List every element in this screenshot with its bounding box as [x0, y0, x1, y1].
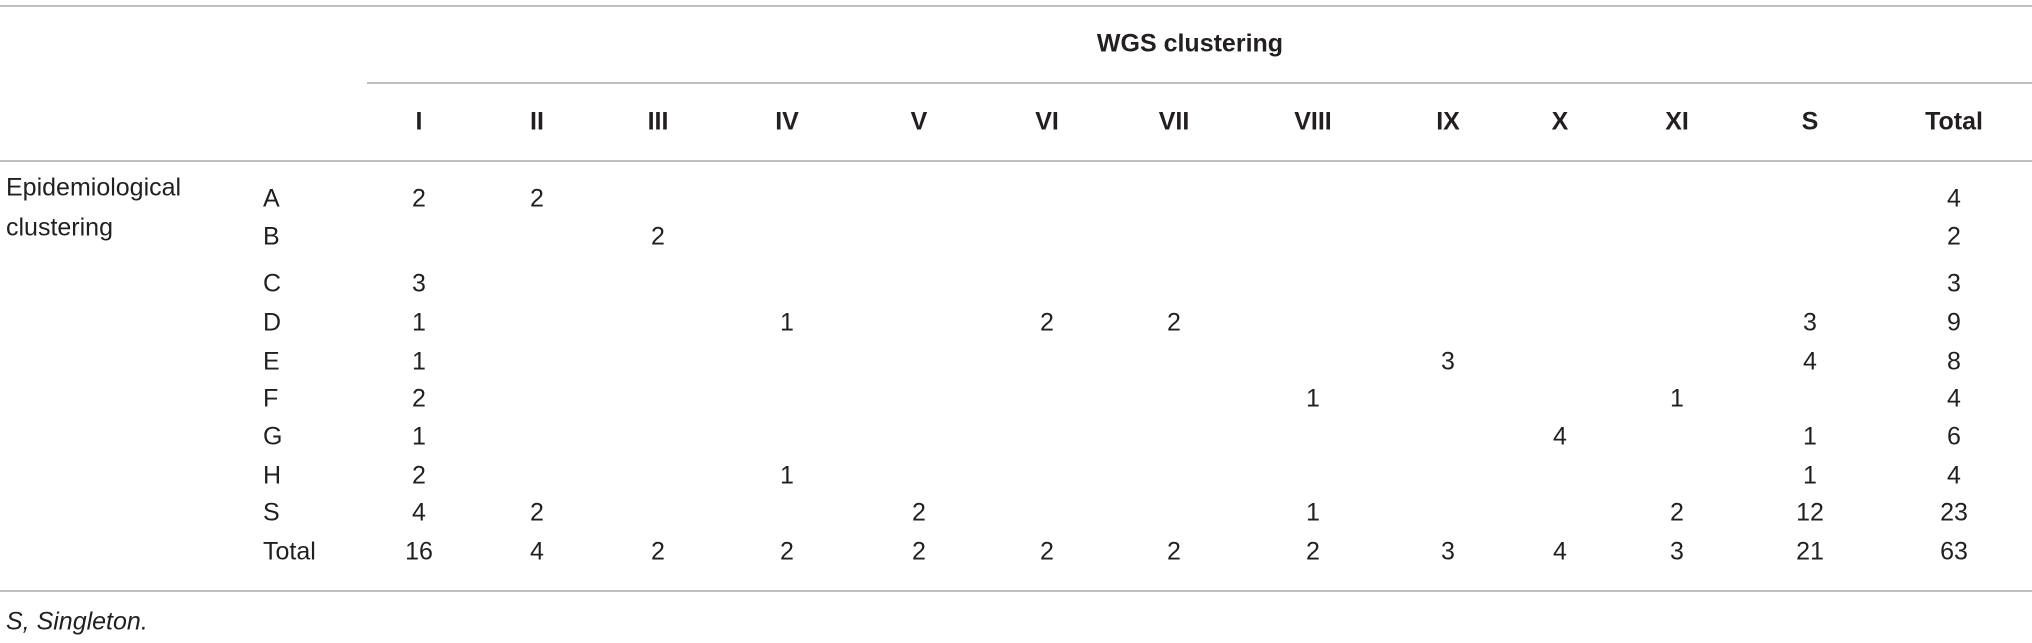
cell: 21 — [1796, 538, 1824, 566]
column-header: VII — [1159, 108, 1190, 136]
cell: 1 — [412, 423, 426, 451]
row-label: C — [263, 270, 281, 298]
cell: 2 — [912, 538, 926, 566]
cell: 1 — [1803, 462, 1817, 490]
super-header: WGS clustering — [1097, 30, 1283, 58]
cell: 2 — [412, 385, 426, 413]
cell: 23 — [1940, 499, 1968, 527]
cell: 2 — [1040, 538, 1054, 566]
cell: 1 — [1803, 423, 1817, 451]
row-label: E — [263, 348, 280, 376]
cell: 2 — [1670, 499, 1684, 527]
cell: 4 — [1553, 538, 1567, 566]
cell: 4 — [412, 499, 426, 527]
cell: 4 — [1553, 423, 1567, 451]
row-label: B — [263, 223, 280, 251]
cell: 1 — [1306, 499, 1320, 527]
cell: 3 — [1803, 309, 1817, 337]
column-header: VIII — [1294, 108, 1332, 136]
cell: 2 — [780, 538, 794, 566]
row-label: H — [263, 462, 281, 490]
cell: 12 — [1796, 499, 1824, 527]
row-label: S — [263, 499, 280, 527]
cell: 16 — [405, 538, 433, 566]
cell: 2 — [1040, 309, 1054, 337]
cell: 2 — [1167, 538, 1181, 566]
cell: 3 — [412, 270, 426, 298]
row-group-label: Epidemiological — [6, 174, 181, 202]
column-header: III — [648, 108, 669, 136]
cell: 2 — [1306, 538, 1320, 566]
cell: 2 — [412, 462, 426, 490]
cell: 4 — [1803, 348, 1817, 376]
cell: 2 — [912, 499, 926, 527]
cell: 3 — [1441, 348, 1455, 376]
column-header: IV — [775, 108, 799, 136]
cell: 8 — [1947, 348, 1961, 376]
column-header: S — [1802, 108, 1819, 136]
row-label: D — [263, 309, 281, 337]
column-header: Total — [1925, 108, 1983, 136]
row-label: F — [263, 385, 278, 413]
cell: 2 — [651, 223, 665, 251]
cell: 2 — [530, 499, 544, 527]
cell: 1 — [1670, 385, 1684, 413]
row-label: A — [263, 185, 280, 213]
column-header: X — [1552, 108, 1569, 136]
cell: 1 — [412, 309, 426, 337]
footnote: S, Singleton. — [6, 608, 148, 636]
cell: 1 — [780, 462, 794, 490]
cell: 63 — [1940, 538, 1968, 566]
cell: 4 — [1947, 462, 1961, 490]
cell: 9 — [1947, 309, 1961, 337]
column-header: IX — [1436, 108, 1460, 136]
column-header: V — [911, 108, 928, 136]
row-label: G — [263, 423, 282, 451]
cell: 2 — [412, 185, 426, 213]
cell: 3 — [1441, 538, 1455, 566]
cell: 2 — [530, 185, 544, 213]
cell: 4 — [1947, 185, 1961, 213]
column-header: I — [416, 108, 423, 136]
cell: 1 — [1306, 385, 1320, 413]
cell: 1 — [412, 348, 426, 376]
cell: 2 — [1167, 309, 1181, 337]
cell: 4 — [1947, 385, 1961, 413]
column-header: II — [530, 108, 544, 136]
cell: 2 — [1947, 223, 1961, 251]
column-header: VI — [1035, 108, 1059, 136]
cell: 6 — [1947, 423, 1961, 451]
row-label: Total — [263, 538, 316, 566]
column-header: XI — [1665, 108, 1689, 136]
cell: 3 — [1947, 270, 1961, 298]
row-group-label: clustering — [6, 214, 113, 242]
cell: 4 — [530, 538, 544, 566]
cell: 2 — [651, 538, 665, 566]
cell: 3 — [1670, 538, 1684, 566]
cell: 1 — [780, 309, 794, 337]
